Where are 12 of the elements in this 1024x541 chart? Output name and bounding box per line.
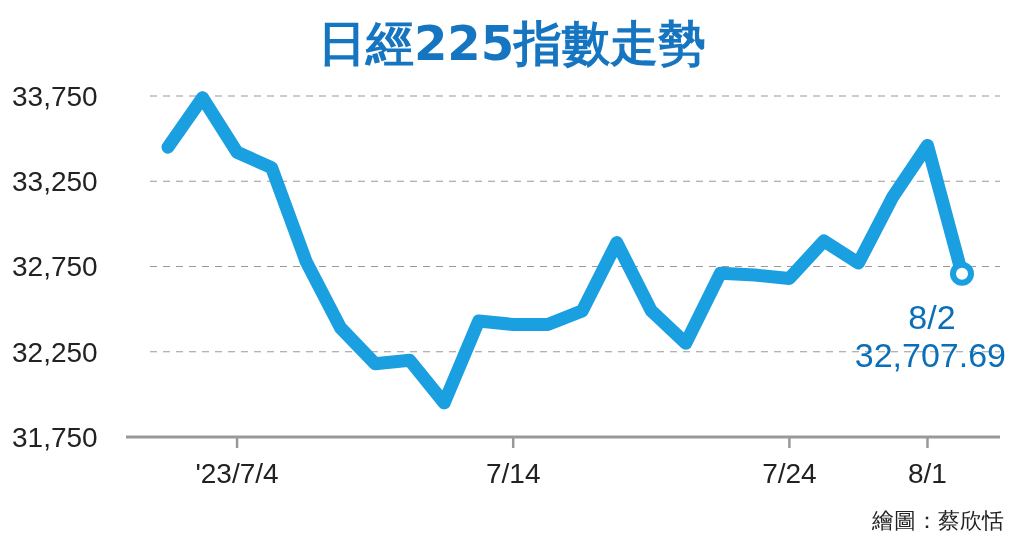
y-tick-label: 33,750: [12, 80, 98, 112]
x-tick-label: 7/24: [762, 458, 817, 489]
x-tick-label: '23/7/4: [195, 458, 279, 489]
y-tick-label: 33,250: [12, 166, 98, 198]
annotation: 8/2 32,707.69: [854, 297, 1006, 374]
y-tick-label: 31,750: [12, 421, 98, 453]
x-tick-label: 7/14: [485, 458, 541, 489]
y-tick-label: 32,750: [12, 251, 98, 283]
chart-title: 日經225指數走勢: [317, 15, 707, 71]
text: 繪圖：蔡欣恬: [871, 508, 1004, 533]
x-tick-label: 8/1: [908, 458, 947, 489]
y-tick-label: 32,250: [12, 336, 98, 368]
